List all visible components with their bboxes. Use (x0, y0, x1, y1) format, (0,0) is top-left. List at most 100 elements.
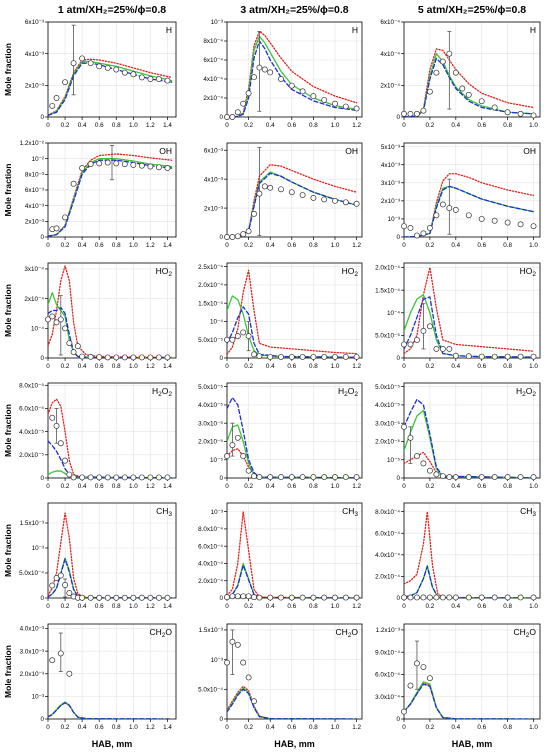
experimental-point (353, 105, 360, 112)
species-label: HO2 (520, 266, 537, 278)
x-tick-label: 0.2 (61, 603, 70, 610)
experimental-point (433, 471, 440, 478)
experimental-point (332, 474, 338, 481)
experimental-point (452, 206, 459, 213)
x-tick-label: 0 (46, 242, 50, 249)
panel-h-3atm: 0 0.2 0.4 0.6 0.8 1.0 1.2 0 2x10⁻⁴ 4x10⁻⁴ 6x10⁻⁴ 8x… (203, 19, 363, 129)
experimental-point (164, 165, 171, 172)
experimental-point (57, 572, 64, 579)
experimental-point (224, 336, 230, 343)
y-tick-label: 4.0x10⁻³ (20, 626, 44, 633)
experimental-point (53, 422, 60, 429)
experimental-point (465, 212, 472, 219)
experimental-point (70, 474, 77, 481)
x-tick-label: 1.0 (331, 724, 340, 731)
panel-ho2-5atm: 0 0.2 0.4 0.6 0.8 1.0 0 5.0x10⁻⁵ 10⁻⁴ 1.5x10⁻⁴ 2.0… (375, 262, 541, 370)
y-tick-label: 2x10⁻⁴ (380, 83, 400, 90)
experimental-point (87, 594, 94, 601)
experimental-point (530, 112, 537, 119)
panel-frame (403, 382, 541, 479)
experimental-point (452, 69, 459, 76)
experimental-point (62, 325, 69, 332)
x-tick-label: 0 (225, 483, 229, 490)
experimental-point (113, 594, 120, 601)
y-tick-label: 1.2x10⁻³ (376, 627, 400, 634)
experimental-point (66, 340, 73, 347)
experimental-point (155, 354, 162, 361)
x-tick-label: 0.4 (78, 122, 87, 129)
x-tick-label: 1.0 (129, 363, 138, 370)
experimental-point (299, 353, 306, 360)
x-tick-label: 0.6 (287, 724, 296, 731)
series-line-green (48, 701, 173, 719)
panel-ho2-3atm: 0 0.2 0.4 0.6 0.8 1.0 1.2 0 5.0x10⁻⁵ 10⁻⁴ 1.5x10⁻⁴… (198, 262, 363, 370)
y-tick-label: 0 (40, 595, 44, 602)
experimental-point (310, 93, 317, 100)
experimental-point (155, 164, 162, 171)
experimental-point (407, 225, 414, 231)
experimental-point (121, 354, 128, 361)
species-label: H (530, 25, 536, 35)
experimental-point (288, 474, 295, 481)
x-tick-label: 0.4 (266, 483, 275, 490)
panel-h-5atm: 0 0.2 0.4 0.6 0.8 1.0 0 2x10⁻⁴ 4x10⁻⁴ 6x10⁻⁴ H (380, 19, 541, 129)
x-tick-label: 1.2 (146, 603, 155, 610)
experimental-point (446, 346, 453, 352)
panel-ch3-3atm: 0 0.2 0.4 0.6 0.8 1.0 1.2 0 2.0x10⁻⁴ 4.0x10⁻⁴ 6.0x… (198, 502, 363, 610)
panel-h2o2-3atm: 0 0.2 0.4 0.6 0.8 1.0 1.2 0 10⁻⁵ 2.0x10⁻⁵ 3.0x10⁻⁵… (198, 382, 363, 490)
column-title-2: 3 atm/XH₂=25%/ϕ=0.8 (240, 4, 348, 16)
experimental-point (138, 354, 145, 361)
experimental-point (446, 474, 453, 481)
y-tick-label: 4x10⁻³ (25, 203, 44, 210)
experimental-point (517, 474, 524, 481)
experimental-point (288, 189, 295, 196)
series-line-blue (48, 702, 173, 719)
x-tick-label: 1.4 (163, 242, 172, 249)
x-tick-label: 0.6 (477, 363, 486, 370)
x-tick-label: 0.6 (477, 724, 486, 731)
experimental-point (121, 474, 128, 481)
y-tick-label: 10⁻⁵ (387, 457, 400, 464)
species-label: OH (159, 146, 172, 156)
experimental-point (256, 353, 263, 360)
experimental-point (104, 64, 111, 71)
y-tick-label: 4x10⁻³ (381, 162, 400, 169)
experimental-point (478, 98, 485, 105)
experimental-point (234, 109, 241, 116)
y-tick-label: 5x10⁻³ (381, 144, 400, 151)
experimental-point (446, 594, 453, 601)
experimental-point (504, 109, 511, 116)
x-tick-label: 0 (225, 724, 229, 731)
experimental-point (433, 346, 440, 352)
y-tick-label: 3.0x10⁻⁵ (198, 420, 223, 427)
experimental-point (45, 316, 51, 323)
experimental-point (446, 50, 453, 57)
panel-ch2o-3atm: 0 0.2 0.4 0.6 0.8 1.0 1.2 0 5.0x10⁻⁴ 10⁻³ 1.5x10⁻³… (198, 623, 363, 731)
y-tick-label: 6.0x10⁻⁴ (198, 543, 223, 550)
experimental-point (414, 110, 420, 117)
experimental-point (439, 473, 446, 480)
species-label: OH (523, 146, 536, 156)
x-tick-label: 0 (402, 363, 406, 370)
experimental-point (401, 341, 407, 348)
series-line-green (48, 292, 173, 358)
panel-frame (226, 21, 363, 118)
experimental-point (491, 594, 498, 601)
y-tick-label: 2.0x10⁻³ (20, 671, 44, 678)
y-tick-label: 2x10⁻³ (204, 205, 223, 212)
y-tick-label: 5.0x10⁻⁵ (375, 333, 400, 340)
x-tick-label: 0.8 (309, 242, 318, 249)
experimental-point (121, 69, 128, 76)
series-line-blue (48, 159, 173, 237)
x-tick-label: 0.4 (78, 483, 87, 490)
experimental-point (459, 85, 466, 92)
x-tick-label: 0.8 (503, 724, 512, 731)
species-label: CH2O (149, 627, 172, 639)
x-tick-label: 0 (46, 363, 50, 370)
x-tick-label: 0.6 (287, 363, 296, 370)
x-tick-label: 0.6 (95, 122, 104, 129)
experimental-point (299, 192, 306, 199)
experimental-point (478, 474, 485, 481)
experimental-point (251, 74, 257, 81)
experimental-point (229, 593, 236, 600)
